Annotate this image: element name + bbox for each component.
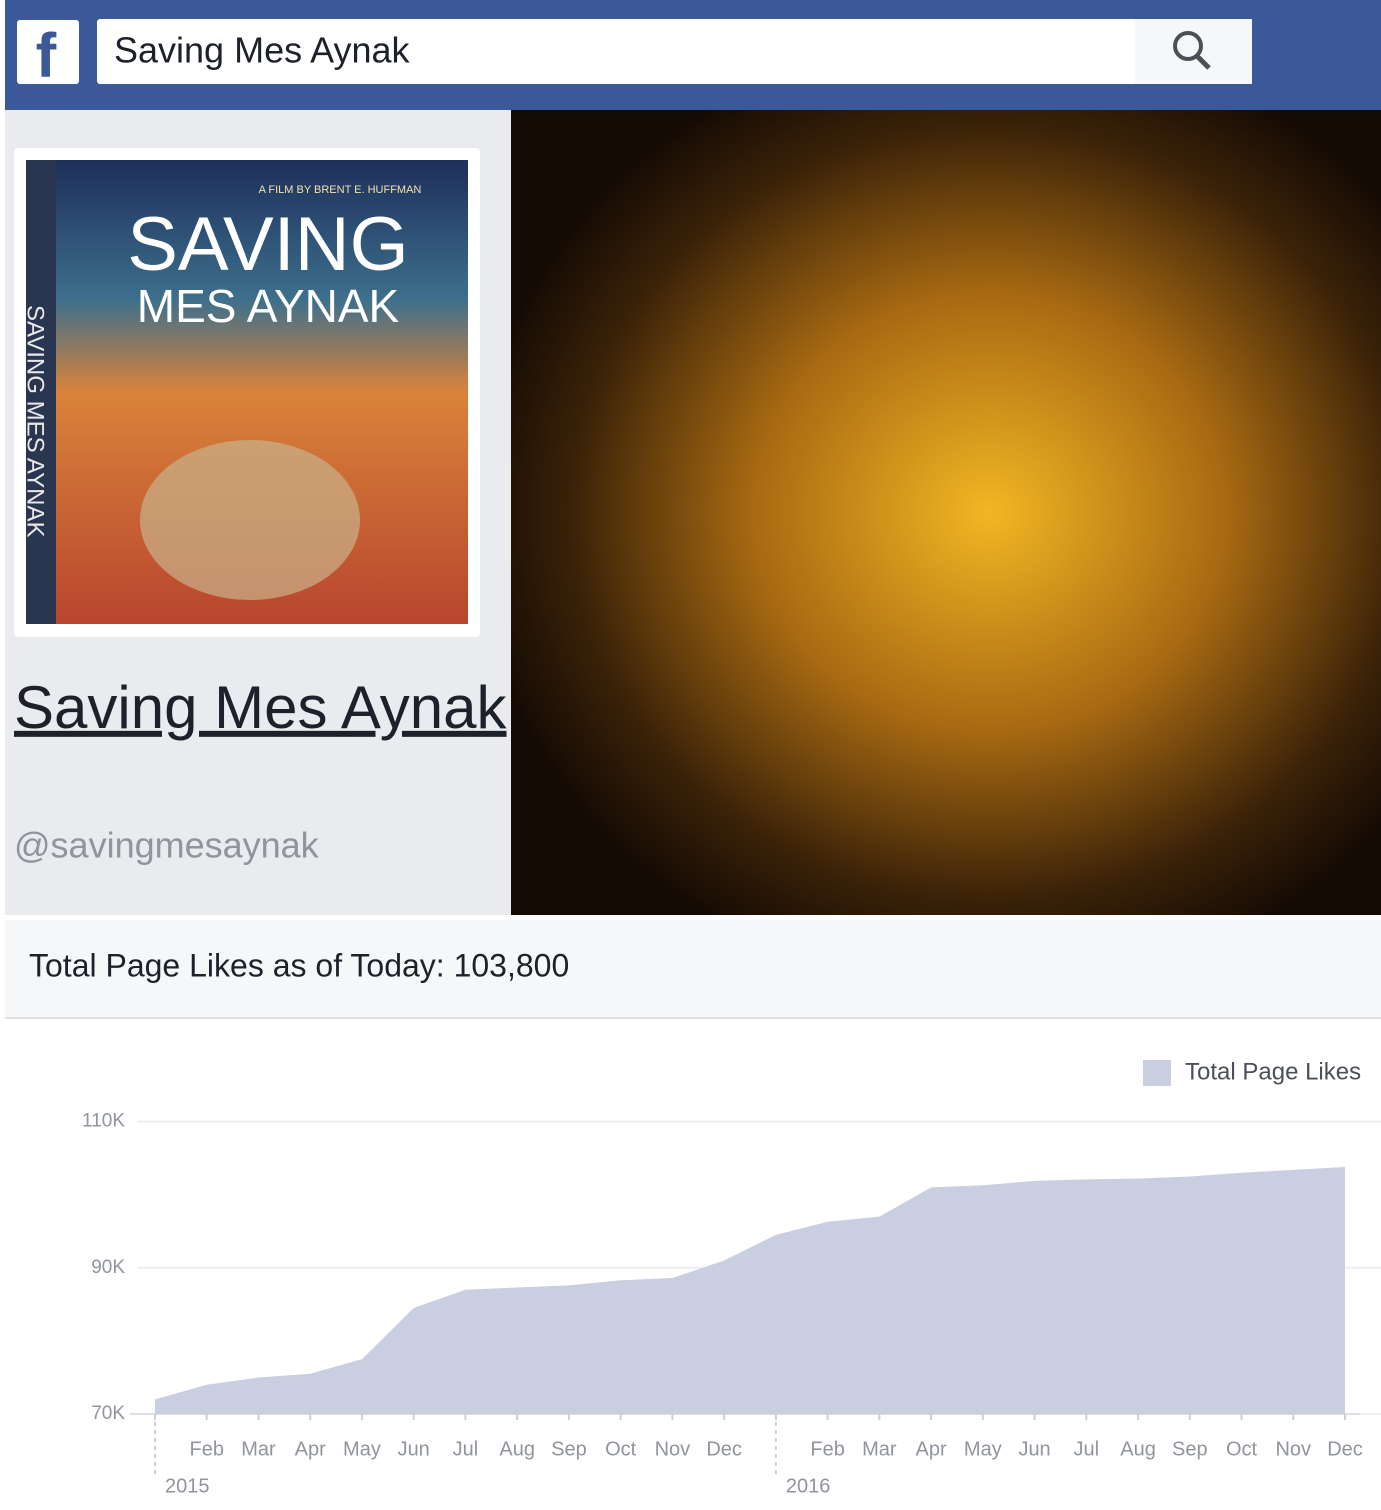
poster-title: MES AYNAK	[137, 280, 400, 332]
x-tick-label: Apr	[295, 1438, 326, 1460]
x-tick-label: Jul	[1074, 1438, 1100, 1460]
x-tick-label: Sep	[1172, 1438, 1208, 1460]
x-tick-label: Apr	[916, 1438, 947, 1460]
area	[155, 1167, 1345, 1414]
x-tick-label: Aug	[499, 1438, 535, 1460]
year-label: 2016	[786, 1475, 831, 1497]
legend-swatch	[1143, 1060, 1171, 1086]
x-tick-label: Jun	[398, 1438, 430, 1460]
page-handle: @savingmesaynak	[14, 825, 320, 866]
x-tick-label: Jul	[453, 1438, 479, 1460]
x-tick-label: Nov	[1275, 1438, 1311, 1460]
poster-spine-text: SAVING MES AYNAK	[22, 305, 49, 538]
x-tick-label: Oct	[1226, 1438, 1258, 1460]
x-tick-label: Mar	[241, 1438, 276, 1460]
logo-letter: f	[36, 21, 57, 90]
x-tick-label: Dec	[1327, 1438, 1363, 1460]
x-tick-label: Jun	[1018, 1438, 1050, 1460]
x-tick-label: Feb	[190, 1438, 224, 1460]
x-tick-label: Feb	[810, 1438, 844, 1460]
y-tick-label: 70K	[91, 1403, 125, 1424]
x-tick-label: May	[343, 1438, 381, 1460]
x-tick-label: Aug	[1120, 1438, 1156, 1460]
page-name[interactable]: Saving Mes Aynak	[14, 674, 508, 741]
poster-art	[140, 440, 360, 600]
x-tick-label: May	[964, 1438, 1002, 1460]
x-tick-label: Sep	[551, 1438, 587, 1460]
y-tick-label: 90K	[91, 1257, 125, 1278]
search-button[interactable]	[1135, 19, 1252, 84]
x-tick-label: Mar	[862, 1438, 897, 1460]
x-tick-label: Nov	[655, 1438, 691, 1460]
y-tick-label: 110K	[82, 1111, 125, 1132]
poster-title: SAVING	[127, 202, 409, 287]
page: f Saving Mes Aynak SAVING MES AYNAK A FI…	[0, 0, 1381, 1505]
poster-credit: A FILM BY BRENT E. HUFFMAN	[259, 184, 422, 196]
cover-photo[interactable]	[511, 110, 1381, 915]
x-tick-label: Dec	[706, 1438, 742, 1460]
chart: 70K 90K 110K Total Page Likes Feb Mar Apr May Ju…	[82, 1058, 1381, 1497]
likes-summary: Total Page Likes as of Today: 103,800	[29, 947, 569, 983]
search-text: Saving Mes Aynak	[114, 30, 411, 71]
year-label: 2015	[165, 1475, 210, 1497]
legend-label: Total Page Likes	[1185, 1058, 1361, 1085]
x-tick-label: Oct	[605, 1438, 637, 1460]
